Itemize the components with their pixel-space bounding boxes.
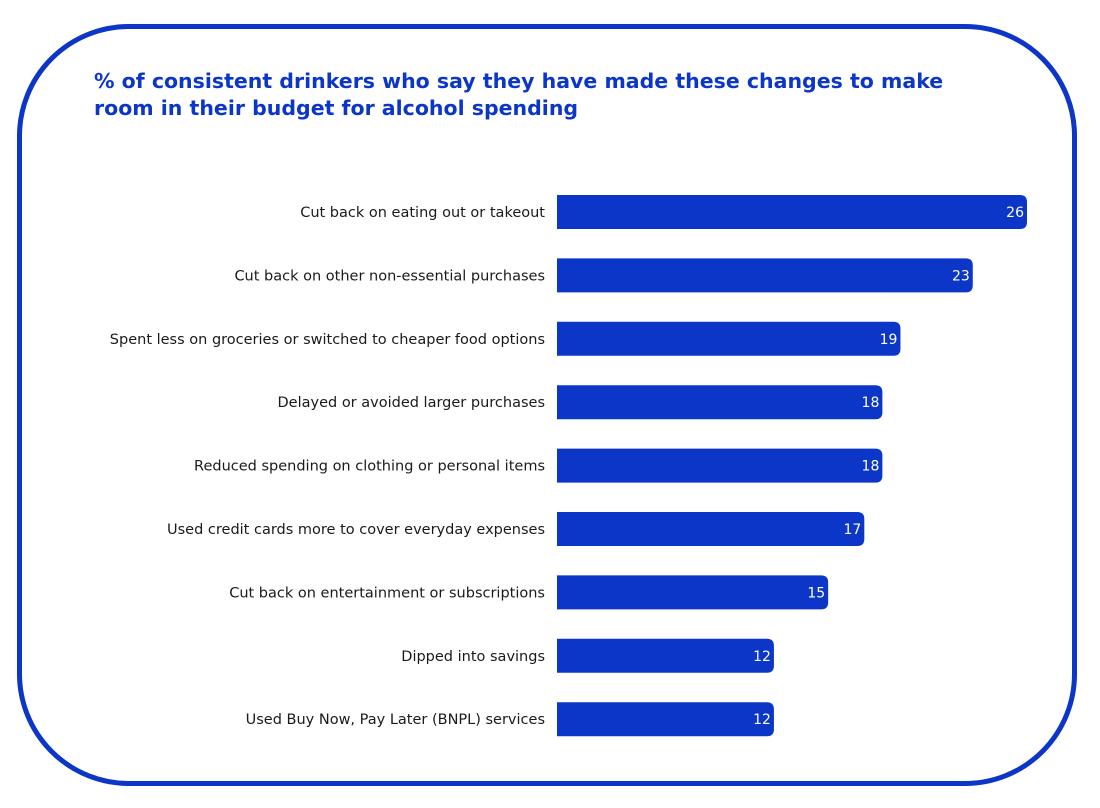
bar-value-label: 26 bbox=[1006, 205, 1024, 221]
category-label: Dipped into savings bbox=[401, 649, 545, 665]
bar bbox=[557, 258, 973, 293]
bar bbox=[557, 638, 774, 673]
chart-title: % of consistent drinkers who say they ha… bbox=[94, 69, 944, 120]
bar-value-label: 18 bbox=[862, 395, 880, 411]
category-label: Reduced spending on clothing or personal… bbox=[194, 459, 545, 475]
category-label: Cut back on other non-essential purchase… bbox=[234, 268, 545, 284]
bar-value-label: 15 bbox=[807, 585, 825, 601]
bar bbox=[557, 512, 865, 546]
bar-value-label: 17 bbox=[843, 522, 861, 538]
category-label: Spent less on groceries or switched to c… bbox=[110, 332, 545, 348]
bar bbox=[557, 321, 901, 356]
bar bbox=[557, 195, 1027, 229]
category-label: Cut back on eating out or takeout bbox=[300, 205, 545, 221]
bar-value-label: 23 bbox=[952, 268, 970, 284]
category-label: Delayed or avoided larger purchases bbox=[278, 395, 546, 411]
bar bbox=[557, 448, 883, 483]
bar-value-label: 18 bbox=[862, 459, 880, 475]
category-label: Used credit cards more to cover everyday… bbox=[167, 522, 545, 538]
bar bbox=[557, 575, 829, 610]
bar-value-label: 12 bbox=[753, 649, 771, 665]
bar-value-label: 19 bbox=[880, 332, 898, 348]
bar-value-label: 12 bbox=[753, 712, 771, 728]
chart-card bbox=[17, 24, 1077, 786]
bar bbox=[557, 702, 774, 737]
bar bbox=[557, 385, 883, 420]
category-label: Used Buy Now, Pay Later (BNPL) services bbox=[246, 712, 545, 728]
category-label: Cut back on entertainment or subscriptio… bbox=[229, 585, 545, 601]
